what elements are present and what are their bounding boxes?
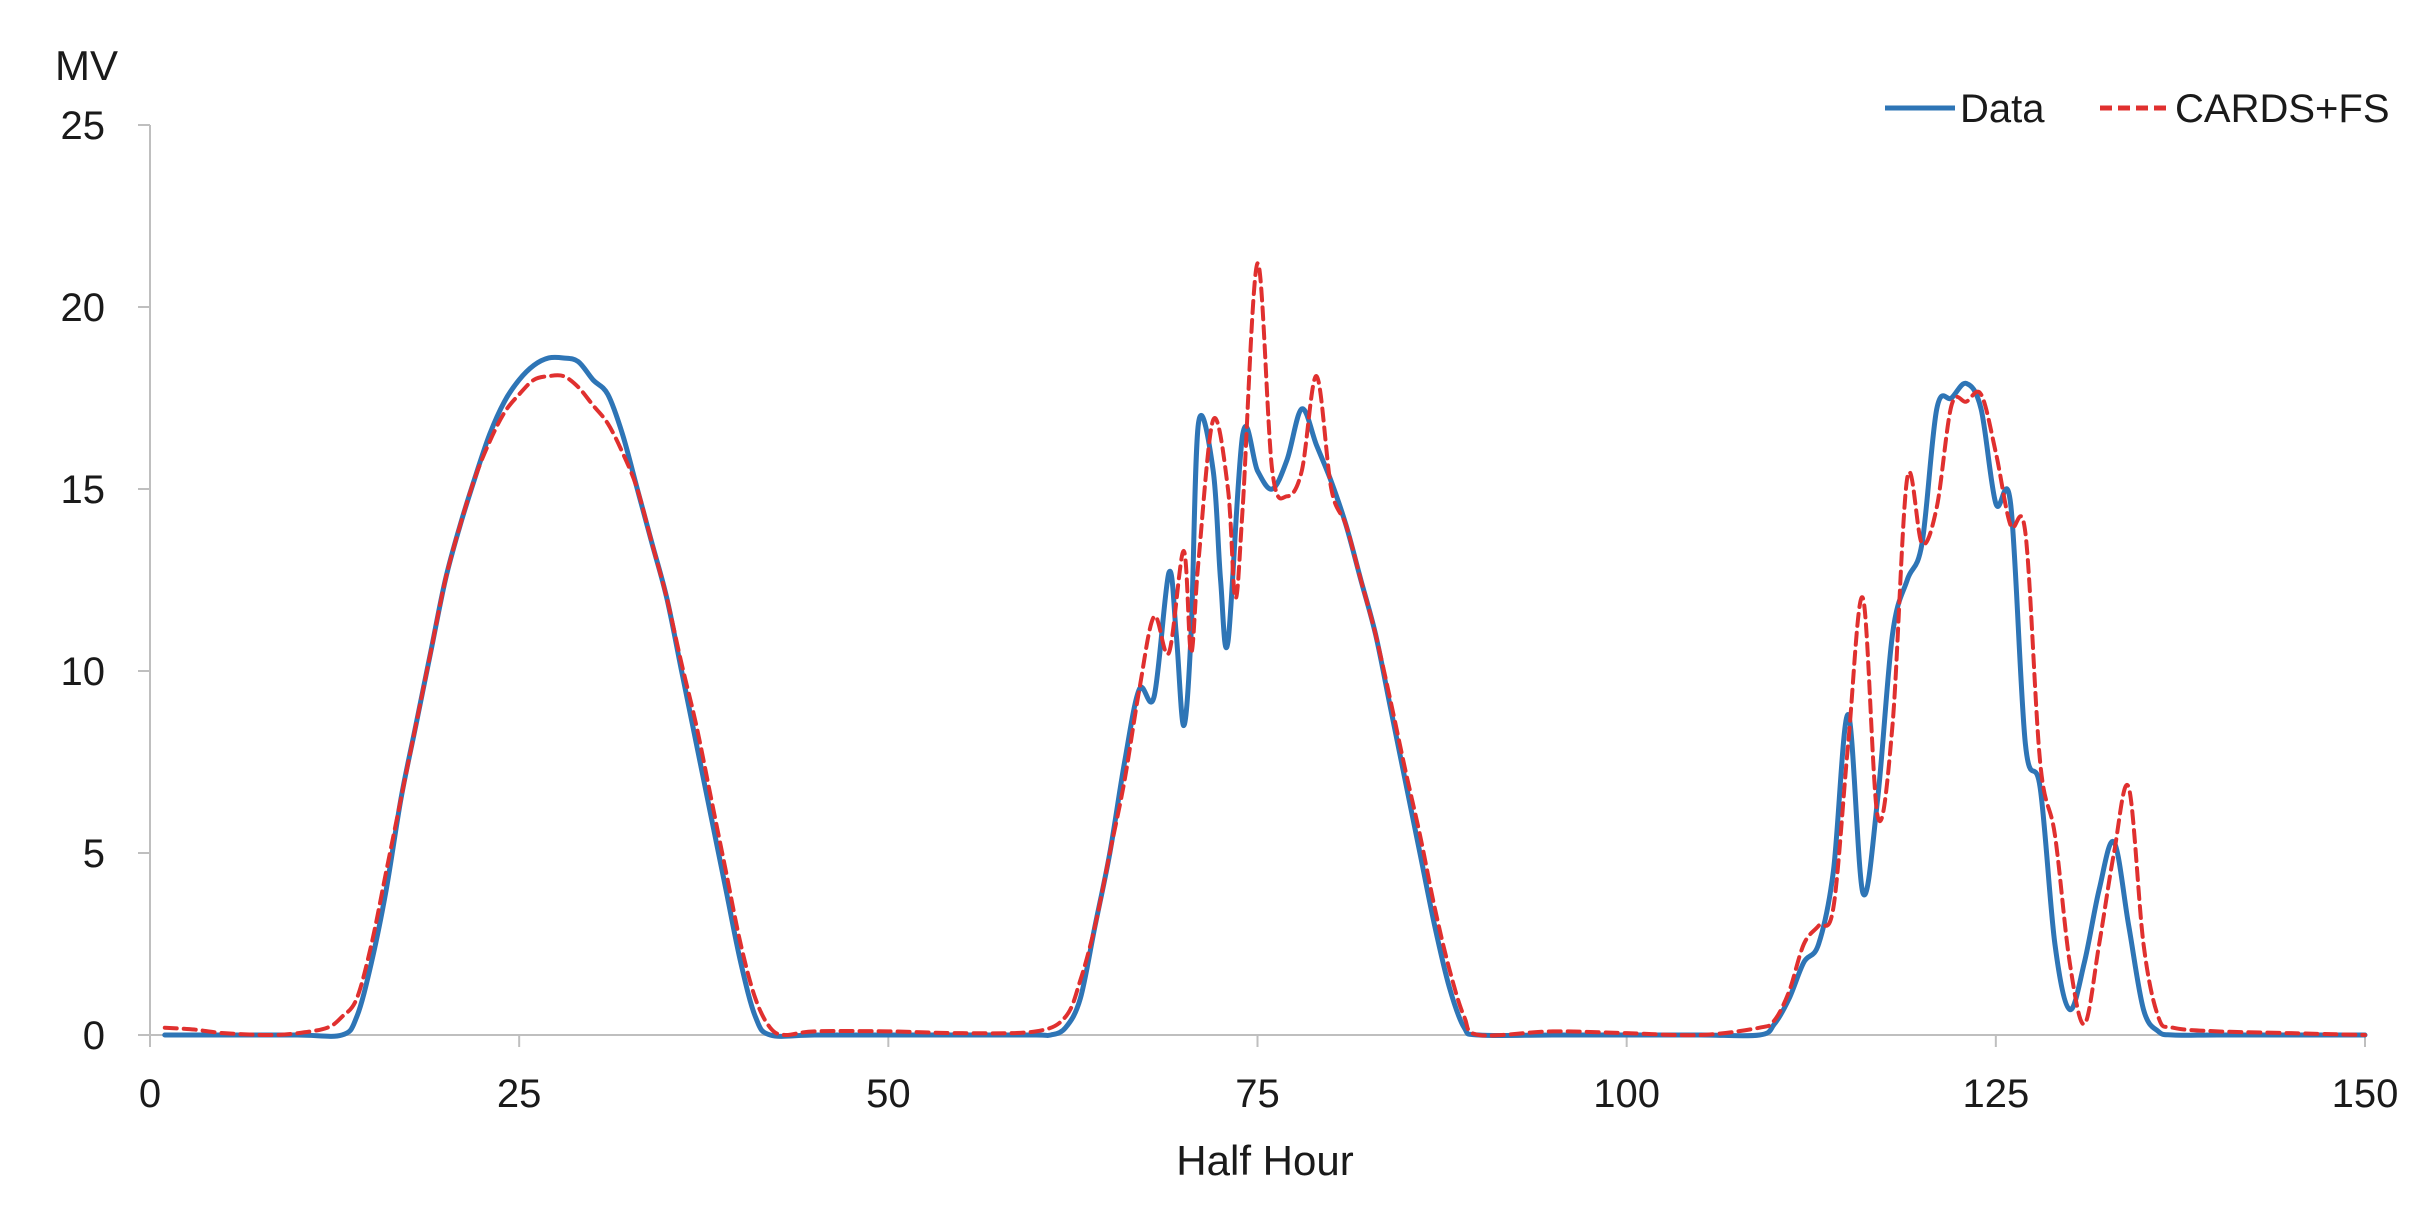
series-layer — [162, 261, 2368, 1039]
legend: Data CARDS+FS — [1885, 87, 2390, 131]
x-tick-label: 100 — [1593, 1072, 1660, 1116]
y-tick-label: 0 — [83, 1014, 105, 1058]
series-line-cards-fs — [162, 261, 2367, 1038]
x-tick-label: 0 — [139, 1072, 161, 1116]
x-tick-label: 150 — [2332, 1072, 2399, 1116]
x-tick-label: 75 — [1235, 1072, 1280, 1116]
y-tick-label: 25 — [61, 104, 106, 148]
y-axis-ticks: 0 5 10 15 20 25 — [61, 104, 150, 1058]
x-tick-label: 25 — [497, 1072, 542, 1116]
x-tick-label: 50 — [866, 1072, 911, 1116]
x-axis-title: Half Hour — [1176, 1137, 1353, 1184]
legend-label-data: Data — [1960, 87, 2045, 131]
y-axis-title: MV — [55, 42, 118, 89]
y-tick-label: 20 — [61, 286, 106, 330]
x-tick-label: 125 — [1962, 1072, 2029, 1116]
y-tick-label: 5 — [83, 832, 105, 876]
x-axis-ticks: 0 25 50 75 100 125 150 — [139, 1035, 2399, 1116]
y-tick-label: 15 — [61, 468, 106, 512]
y-tick-label: 10 — [61, 650, 106, 694]
legend-label-cards-fs: CARDS+FS — [2175, 87, 2390, 131]
